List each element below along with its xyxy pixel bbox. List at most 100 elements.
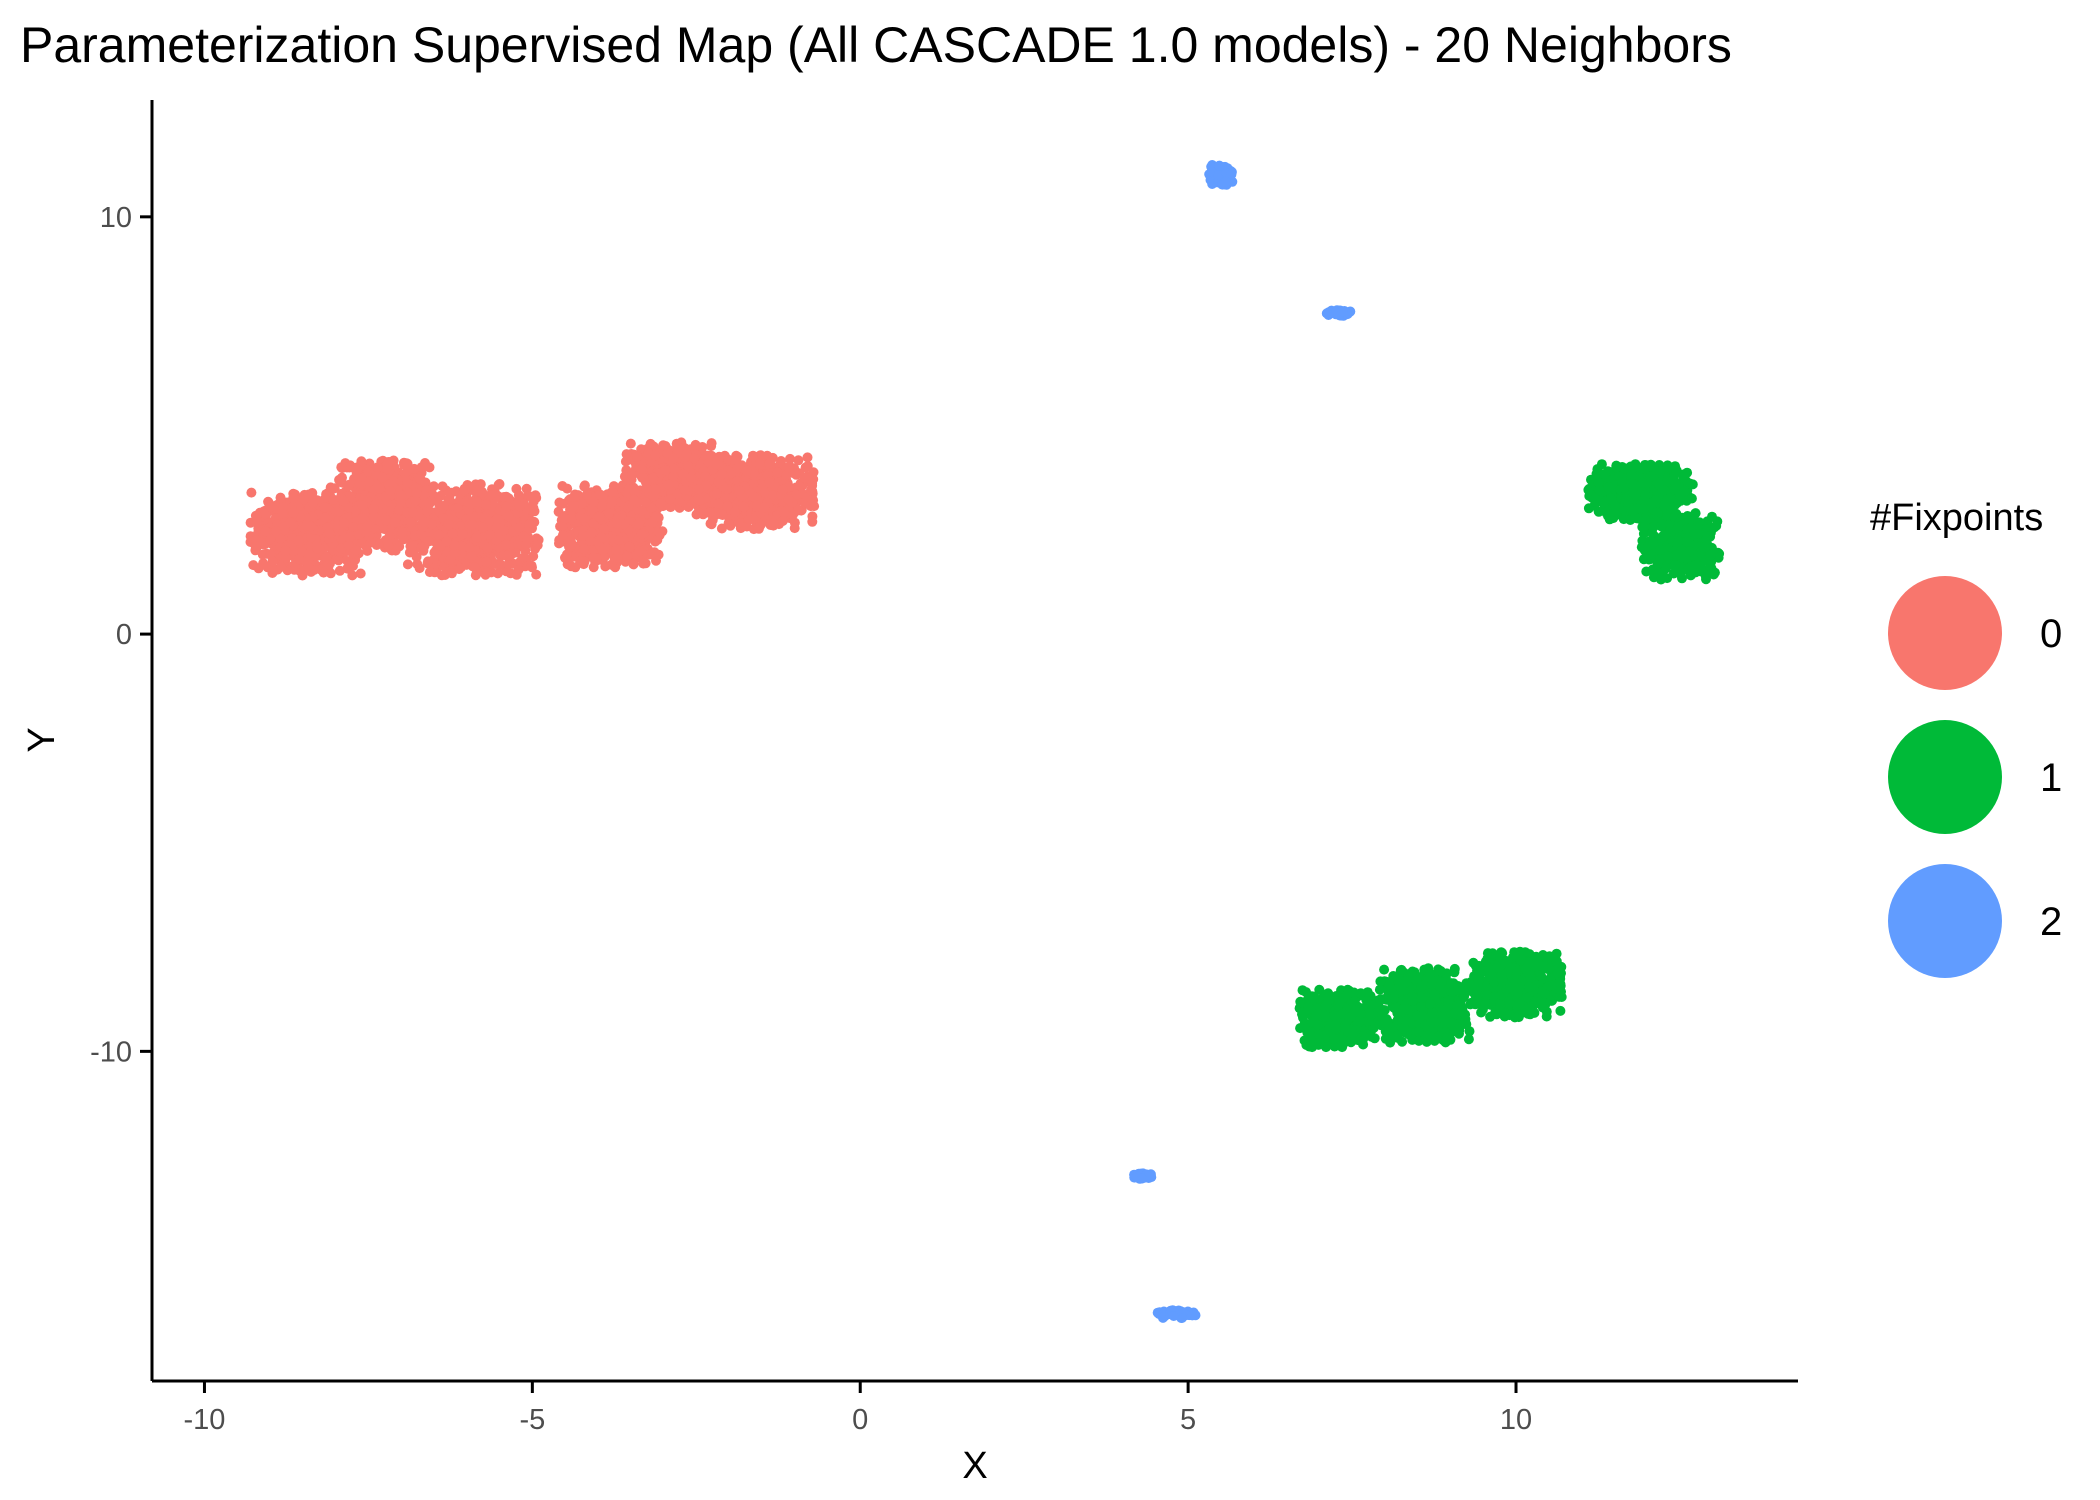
- data-point: [419, 517, 430, 528]
- data-point: [355, 568, 366, 579]
- data-point: [481, 499, 491, 510]
- data-point: [319, 512, 330, 523]
- data-point: [344, 480, 354, 491]
- data-point: [501, 539, 511, 550]
- data-point: [277, 509, 288, 520]
- data-point: [511, 569, 522, 580]
- data-point: [658, 440, 669, 451]
- data-point: [503, 511, 514, 522]
- data-point: [285, 517, 296, 528]
- data-point: [1656, 519, 1667, 530]
- data-point: [362, 521, 373, 532]
- data-point: [246, 487, 257, 498]
- data-point: [402, 559, 413, 570]
- data-point: [482, 542, 493, 553]
- data-point: [632, 451, 643, 462]
- data-point: [1653, 568, 1664, 579]
- data-point: [650, 450, 661, 461]
- data-point: [713, 498, 724, 509]
- data-point: [280, 545, 291, 556]
- data-point: [636, 464, 647, 475]
- data-point: [588, 562, 599, 573]
- data-point: [423, 556, 433, 567]
- data-point: [575, 556, 586, 567]
- data-point: [628, 559, 639, 570]
- data-point: [252, 517, 263, 528]
- data-point: [502, 501, 513, 511]
- data-point: [783, 494, 794, 505]
- data-point: [301, 520, 312, 531]
- data-point: [498, 525, 509, 536]
- data-point: [759, 502, 770, 513]
- data-point: [1611, 462, 1622, 473]
- data-point: [433, 529, 444, 540]
- data-point: [472, 497, 482, 507]
- data-point: [783, 462, 794, 473]
- data-point: [785, 453, 795, 464]
- data-point: [651, 511, 662, 522]
- data-point: [253, 563, 264, 574]
- data-point: [764, 458, 775, 469]
- data-point: [789, 523, 800, 534]
- data-point: [519, 552, 530, 563]
- data-point: [1654, 478, 1665, 489]
- data-point: [265, 501, 276, 512]
- data-point: [434, 499, 445, 510]
- data-point: [645, 438, 656, 449]
- data-point: [612, 518, 622, 529]
- data-point: [423, 536, 434, 547]
- data-point: [689, 453, 700, 464]
- data-point: [741, 465, 752, 476]
- data-point: [748, 491, 759, 502]
- data-point: [1686, 522, 1697, 533]
- data-point: [768, 518, 779, 529]
- data-point: [716, 469, 727, 480]
- data-point: [1590, 494, 1601, 504]
- data-point: [521, 483, 532, 494]
- data-point: [256, 537, 267, 548]
- data-point: [655, 498, 666, 509]
- data-point: [807, 511, 818, 522]
- data-point: [405, 517, 416, 527]
- data-point: [1687, 479, 1698, 490]
- data-point: [1618, 483, 1629, 493]
- data-point: [1668, 568, 1679, 579]
- data-point: [364, 476, 375, 487]
- data-point: [402, 478, 413, 489]
- data-point: [1645, 471, 1656, 482]
- data-point: [257, 549, 268, 560]
- data-point: [457, 529, 468, 540]
- data-point: [394, 504, 405, 515]
- data-point: [634, 546, 645, 557]
- data-point: [514, 501, 525, 512]
- data-point: [357, 513, 368, 524]
- data-point: [337, 463, 348, 474]
- data-point: [1655, 545, 1666, 555]
- data-point: [1599, 469, 1610, 480]
- data-point: [267, 556, 278, 567]
- data-point: [559, 513, 570, 524]
- data-point: [579, 481, 590, 492]
- data-point: [467, 519, 478, 530]
- data-point: [481, 556, 492, 567]
- data-point: [343, 540, 354, 551]
- data-point: [1655, 466, 1666, 476]
- data-point: [469, 562, 480, 573]
- data-point: [383, 457, 394, 467]
- data-point: [772, 467, 783, 478]
- data-point: [665, 494, 676, 505]
- data-point: [514, 522, 525, 533]
- data-point: [288, 493, 299, 504]
- data-point: [594, 512, 605, 523]
- data-point: [1701, 534, 1712, 545]
- data-point: [1640, 514, 1651, 525]
- data-point: [337, 472, 347, 483]
- data-point: [579, 544, 590, 555]
- data-point: [569, 501, 579, 511]
- data-point: [624, 541, 635, 552]
- data-point: [260, 526, 271, 537]
- data-point: [716, 509, 727, 520]
- data-point: [734, 485, 745, 496]
- data-point: [325, 568, 336, 579]
